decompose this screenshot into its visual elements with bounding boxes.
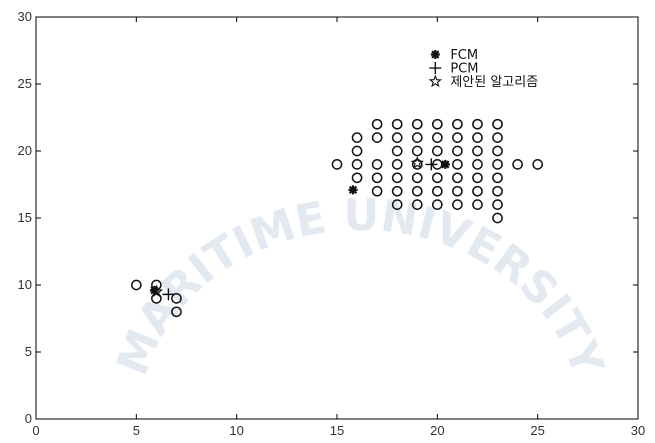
axis-ticks: 0 5 10 15 20 25 30 0 5 10 15 20 25 30 [18, 9, 646, 438]
circle-point [171, 293, 182, 304]
circle-point [492, 118, 503, 130]
circle-point [371, 159, 383, 170]
data-marks [130, 118, 544, 318]
circle-point [472, 199, 483, 210]
y-tick-label: 30 [18, 9, 32, 24]
legend-asterisk-marker [430, 50, 440, 60]
plus-point [162, 288, 175, 301]
circle-point [331, 159, 343, 170]
circle-point [472, 172, 483, 184]
x-tick-label: 25 [530, 423, 544, 438]
circle-point [452, 132, 463, 143]
circle-point [472, 132, 483, 143]
legend-label: PCM [450, 62, 478, 77]
circle-point [391, 172, 403, 184]
asterisk-point [348, 185, 358, 195]
y-tick-label: 20 [18, 143, 32, 158]
circle-point [351, 172, 363, 184]
circle-point [431, 145, 443, 157]
y-tick-label: 15 [18, 210, 32, 225]
circle-point [431, 185, 443, 197]
circle-point [452, 145, 463, 157]
circle-point [492, 212, 503, 224]
circle-point [351, 145, 363, 157]
circle-point [371, 185, 383, 197]
circle-point [472, 145, 483, 157]
circle-point [472, 159, 483, 170]
circle-point [411, 145, 423, 157]
circle-point [492, 172, 503, 184]
circle-point [512, 159, 523, 170]
circle-point [532, 159, 544, 170]
star-point [149, 284, 164, 298]
x-tick-label: 30 [631, 423, 645, 438]
y-tick-label: 5 [25, 344, 32, 359]
x-tick-label: 5 [133, 423, 140, 438]
circle-point [431, 199, 443, 210]
circle-point [351, 159, 363, 170]
circle-point [371, 172, 383, 184]
circle-point [452, 172, 463, 184]
circle-point [411, 159, 423, 170]
circle-point [431, 172, 443, 184]
circle-point [492, 199, 503, 210]
circle-point [452, 185, 463, 197]
circle-point [492, 159, 503, 170]
star-point [410, 155, 425, 169]
circle-point [431, 132, 443, 143]
circle-point [411, 118, 423, 130]
y-tick-label: 10 [18, 277, 32, 292]
plus-point [425, 158, 438, 171]
x-tick-label: 10 [229, 423, 243, 438]
circle-point [391, 185, 403, 197]
circle-point [492, 185, 503, 197]
circle-point [371, 132, 383, 143]
circle-point [411, 172, 423, 184]
x-tick-label: 15 [330, 423, 344, 438]
circle-point [171, 306, 182, 318]
circle-point [130, 279, 142, 291]
asterisk-point [440, 159, 450, 169]
circle-point [492, 145, 503, 157]
legend-label: FCM [450, 48, 478, 63]
circle-point [472, 185, 483, 197]
circle-point [351, 132, 363, 143]
x-tick-label: 20 [430, 423, 444, 438]
legend-plus-marker [429, 62, 442, 75]
circle-point [391, 159, 403, 170]
y-tick-label: 25 [18, 76, 32, 91]
circle-point [371, 118, 383, 130]
circle-point [452, 118, 463, 130]
circle-point [391, 118, 403, 130]
circle-point [492, 132, 503, 143]
circle-point [452, 159, 463, 170]
circle-point [472, 118, 483, 130]
circle-point [411, 185, 423, 197]
circle-point [391, 145, 403, 157]
circle-point [452, 199, 463, 210]
circle-point [391, 199, 403, 210]
legend-star-marker [428, 74, 443, 88]
x-tick-label: 0 [32, 423, 39, 438]
circle-point [431, 118, 443, 130]
circle-point [391, 132, 403, 143]
legend-label: 제안된 알고리즘 [450, 75, 538, 90]
circle-point [411, 199, 423, 210]
y-tick-label: 0 [25, 411, 32, 426]
circle-point [411, 132, 423, 143]
